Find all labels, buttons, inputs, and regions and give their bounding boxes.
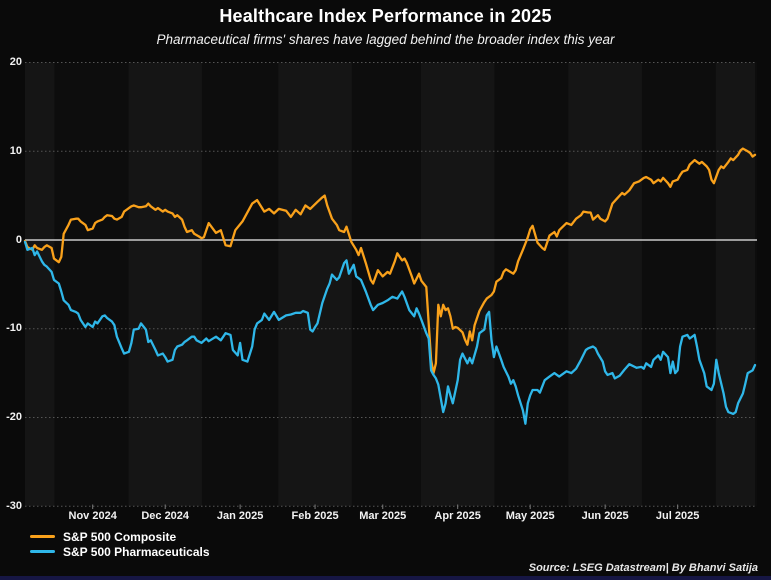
chart-subtitle: Pharmaceutical firms' shares have lagged… [156,32,615,47]
month-band [25,62,55,506]
month-band [278,62,352,506]
bottom-accent-bar [0,576,771,580]
x-tick-label: Dec 2024 [141,510,190,522]
y-tick-label: -20 [6,410,22,423]
x-tick-label: Mar 2025 [359,510,407,522]
month-band [128,62,202,506]
x-tick-label: Jan 2025 [216,510,264,522]
month-band [420,62,495,506]
y-tick-label: 10 [9,144,22,157]
month-band [568,62,642,506]
series-line-s-p-500-composite [23,147,757,375]
y-tick-label: 0 [15,233,22,246]
source-credit: Source: LSEG Datastream| By Bhanvi Satij… [528,562,758,574]
x-tick-label: Jul 2025 [655,510,700,522]
legend-swatch [30,550,55,553]
x-tick-label: Nov 2024 [68,510,117,522]
x-tick-label: May 2025 [505,510,555,522]
x-tick-label: Feb 2025 [291,510,339,522]
y-tick-label: -10 [6,322,22,335]
legend: S&P 500 Composite S&P 500 Pharmaceuticals [30,529,210,559]
x-tick-label: Apr 2025 [434,510,481,522]
legend-swatch [30,535,55,538]
legend-item: S&P 500 Composite [30,529,210,544]
x-tick-label: Jun 2025 [581,510,629,522]
legend-label: S&P 500 Pharmaceuticals [63,544,210,559]
legend-item: S&P 500 Pharmaceuticals [30,544,210,559]
series-line-s-p-500-pharmaceuticals [23,240,757,425]
y-tick-label: -30 [6,499,22,512]
month-band [715,62,755,506]
legend-label: S&P 500 Composite [63,529,177,544]
chart-title: Healthcare Index Performance in 2025 [219,6,552,26]
y-tick-label: 20 [9,56,22,69]
